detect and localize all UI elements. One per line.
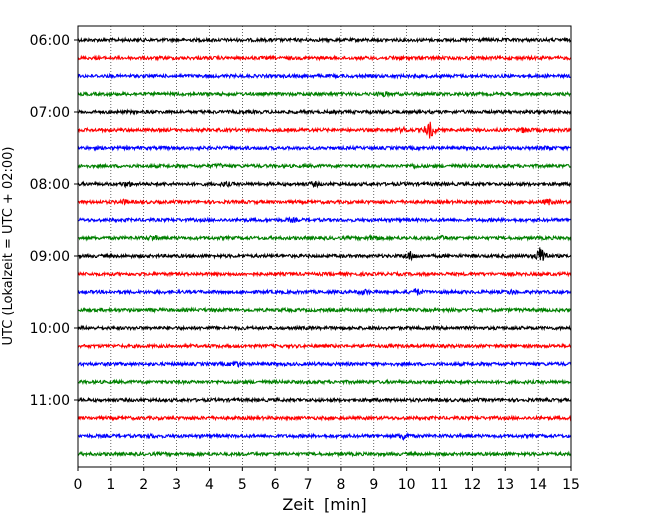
- seismogram-trace: [77, 288, 572, 297]
- x-tick-label: 14: [529, 477, 547, 493]
- x-tick-label: 8: [336, 477, 345, 493]
- y-tick-label: 08:00: [30, 177, 70, 193]
- x-tick-label: 13: [496, 477, 514, 493]
- seismogram-trace: [77, 378, 572, 386]
- seismogram-trace: [77, 360, 572, 368]
- x-tick-label: 0: [74, 477, 83, 493]
- seismogram-trace: [77, 54, 572, 62]
- seismogram-trace: [77, 90, 572, 98]
- y-tick-label: 10:00: [30, 321, 70, 337]
- x-tick-label: 15: [562, 477, 580, 493]
- x-tick-label: 11: [431, 477, 449, 493]
- seismogram-trace: [77, 270, 572, 278]
- seismogram-trace: [77, 396, 572, 404]
- x-axis-ticks: 0 1 2 3 4 5 6 7 8 9 10 11 12 13 14 15: [74, 467, 580, 493]
- seismogram-trace: [77, 247, 572, 262]
- x-tick-label: 9: [369, 477, 378, 493]
- y-axis-label: UTC (Lokalzeit = UTC + 02:00): [1, 147, 16, 346]
- seismogram-trace: [77, 306, 572, 314]
- seismogram-trace: [77, 108, 572, 116]
- x-tick-label: 6: [271, 477, 280, 493]
- seismogram-trace: [77, 72, 572, 80]
- seismogram-trace: [77, 36, 572, 44]
- seismogram-trace: [77, 216, 572, 224]
- traces: [77, 36, 572, 458]
- x-axis-label: Zeit [min]: [282, 495, 366, 514]
- x-tick-label: 7: [304, 477, 313, 493]
- x-tick-label: 4: [205, 477, 214, 493]
- x-tick-label: 1: [106, 477, 115, 493]
- seismogram-trace: [77, 450, 572, 458]
- seismogram-trace: [77, 198, 572, 206]
- x-tick-label: 5: [238, 477, 247, 493]
- seismogram-trace: [77, 144, 572, 152]
- x-tick-label: 3: [172, 477, 181, 493]
- y-tick-label: 06:00: [30, 33, 70, 49]
- seismogram-trace: [77, 324, 572, 332]
- y-tick-label: 11:00: [30, 393, 70, 409]
- x-tick-label: 10: [398, 477, 416, 493]
- seismogram-trace: [77, 342, 572, 350]
- seismogram-trace: [77, 121, 572, 139]
- seismogram-trace: [77, 162, 572, 170]
- seismogram-trace: [77, 233, 572, 242]
- plot-frame: [77, 25, 572, 468]
- y-tick-label: 07:00: [30, 105, 70, 121]
- x-tick-label: 2: [139, 477, 148, 493]
- seismogram-trace: [77, 180, 572, 189]
- x-tick-label: 12: [463, 477, 481, 493]
- y-axis-ticks: 06:00 07:00 08:00 09:00 10:00 11:00: [30, 33, 78, 409]
- seismogram-trace: [77, 414, 572, 422]
- y-tick-label: 09:00: [30, 249, 70, 265]
- seismogram-trace: [77, 431, 572, 441]
